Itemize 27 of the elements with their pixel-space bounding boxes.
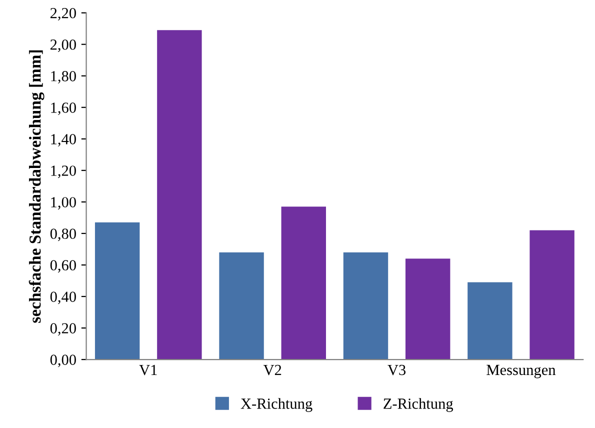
bar (281, 206, 326, 360)
x-tick-label: V1 (139, 364, 157, 376)
y-tick-label: 1,80 (51, 71, 76, 84)
y-tick-label: 2,20 (50, 8, 76, 20)
bar (530, 230, 574, 360)
y-tick-label: 1,20 (51, 166, 76, 178)
bar (405, 258, 450, 360)
bar (219, 252, 264, 360)
y-tick-label: 0,20 (50, 323, 76, 336)
bar (468, 282, 512, 360)
y-tick-label: 0,80 (50, 228, 76, 242)
bar (343, 252, 388, 360)
y-tick-label: 0,40 (50, 292, 76, 304)
x-tick-label: V3 (388, 364, 406, 376)
bar (94, 222, 140, 360)
bar (157, 30, 202, 360)
x-tick-label: V2 (263, 364, 282, 376)
y-tick-label: 1,40 (51, 134, 76, 147)
y-tick-label: 2,00 (50, 39, 76, 52)
legend-label: X-Richtung (240, 398, 312, 412)
y-axis-title: sechsfache Standardabweichung [mm] (28, 50, 44, 323)
y-tick-label: 1,00 (51, 197, 76, 210)
legend-label: Z-Richtung (384, 398, 454, 412)
x-tick-label: Messungen (486, 364, 556, 378)
y-tick-label: 0,60 (50, 260, 76, 273)
y-tick-label: 0,00 (50, 354, 76, 368)
y-tick-label: 1,60 (51, 102, 76, 116)
